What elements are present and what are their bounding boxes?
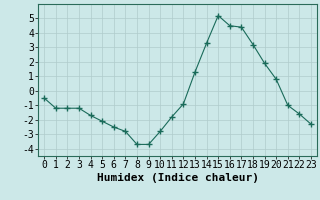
X-axis label: Humidex (Indice chaleur): Humidex (Indice chaleur) bbox=[97, 173, 259, 183]
